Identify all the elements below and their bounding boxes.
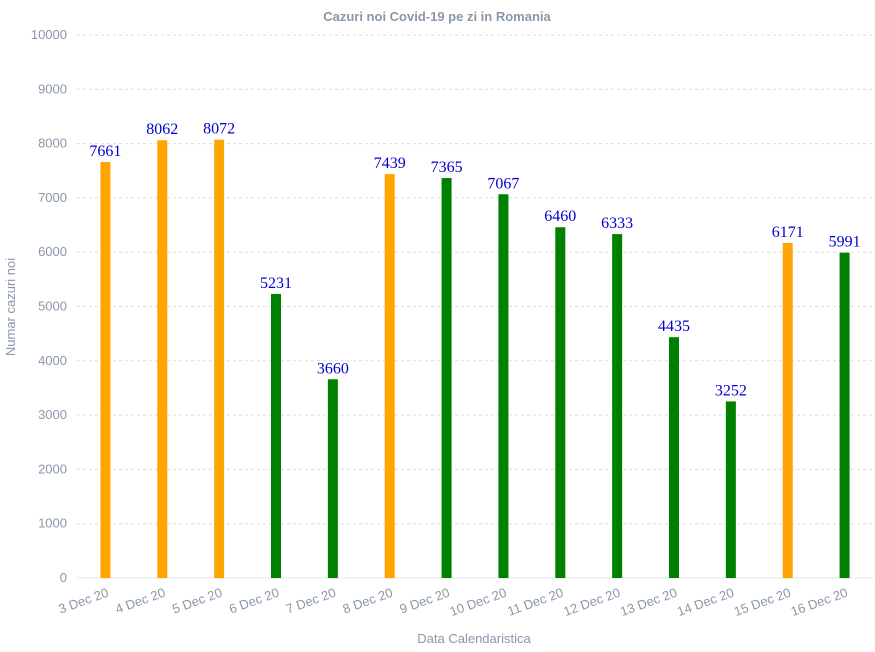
bar[interactable] bbox=[782, 242, 793, 578]
bar[interactable] bbox=[498, 194, 509, 578]
x-tick-label: 9 Dec 20 bbox=[398, 585, 452, 617]
data-label: 6333 bbox=[601, 215, 633, 232]
x-tick-label: 6 Dec 20 bbox=[227, 585, 281, 617]
data-label: 7439 bbox=[374, 155, 406, 172]
y-tick-label: 9000 bbox=[38, 81, 67, 96]
bars bbox=[100, 139, 850, 579]
y-tick-label: 3000 bbox=[38, 407, 67, 422]
x-tick-label: 8 Dec 20 bbox=[341, 585, 395, 617]
data-labels: 7661 8062 8072 5231 3660 7439 7365 7067 6460 6333… bbox=[89, 121, 860, 400]
y-tick-label: 5000 bbox=[38, 299, 67, 314]
x-tick-label: 7 Dec 20 bbox=[284, 585, 338, 617]
bar[interactable] bbox=[839, 252, 850, 578]
y-tick-label: 7000 bbox=[38, 190, 67, 205]
y-axis-ticks: 0 1000 2000 3000 4000 5000 6000 7000 8000 9000 100… bbox=[31, 27, 67, 585]
bar[interactable] bbox=[612, 234, 623, 578]
y-tick-label: 6000 bbox=[38, 244, 67, 259]
bar[interactable] bbox=[100, 162, 111, 579]
x-tick-label: 16 Dec 20 bbox=[789, 585, 850, 619]
data-label: 4435 bbox=[658, 318, 690, 335]
data-label: 8062 bbox=[146, 121, 178, 138]
y-tick-label: 8000 bbox=[38, 136, 67, 151]
data-label: 7365 bbox=[431, 159, 463, 176]
bar[interactable] bbox=[327, 379, 338, 578]
x-tick-label: 12 Dec 20 bbox=[561, 585, 622, 619]
data-label: 7661 bbox=[89, 143, 121, 160]
x-axis-title: Data Calendaristica bbox=[417, 631, 531, 646]
bar[interactable] bbox=[214, 139, 225, 578]
data-label: 5991 bbox=[829, 234, 861, 251]
data-label: 3252 bbox=[715, 382, 747, 399]
data-label: 6460 bbox=[544, 208, 576, 225]
x-tick-label: 13 Dec 20 bbox=[618, 585, 679, 619]
bar[interactable] bbox=[725, 401, 736, 578]
x-tick-label: 4 Dec 20 bbox=[113, 585, 167, 617]
y-tick-label: 2000 bbox=[38, 461, 67, 476]
y-tick-label: 0 bbox=[60, 570, 67, 585]
x-tick-label: 10 Dec 20 bbox=[448, 585, 509, 619]
data-label: 7067 bbox=[487, 175, 519, 192]
x-tick-label: 14 Dec 20 bbox=[675, 585, 736, 619]
chart-title: Cazuri noi Covid-19 pe zi in Romania bbox=[323, 9, 551, 24]
y-tick-label: 4000 bbox=[38, 353, 67, 368]
x-axis-ticks: 3 Dec 20 4 Dec 20 5 Dec 20 6 Dec 20 7 Dec 20… bbox=[56, 585, 849, 619]
x-tick-label: 5 Dec 20 bbox=[170, 585, 224, 617]
data-label: 3660 bbox=[317, 360, 349, 377]
x-tick-label: 15 Dec 20 bbox=[732, 585, 793, 619]
y-axis-title: Numar cazuri noi bbox=[3, 258, 18, 356]
y-tick-label: 10000 bbox=[31, 27, 67, 42]
x-tick-label: 3 Dec 20 bbox=[56, 585, 110, 617]
bar[interactable] bbox=[669, 337, 679, 578]
x-tick-label: 11 Dec 20 bbox=[505, 585, 565, 619]
gridlines bbox=[77, 34, 873, 579]
data-label: 5231 bbox=[260, 275, 292, 292]
bar[interactable] bbox=[384, 174, 395, 578]
data-label: 6171 bbox=[772, 224, 804, 241]
bar[interactable] bbox=[157, 140, 168, 578]
bar[interactable] bbox=[271, 293, 281, 578]
data-label: 8072 bbox=[203, 121, 235, 138]
bar[interactable] bbox=[441, 178, 452, 578]
bar[interactable] bbox=[555, 227, 566, 579]
y-tick-label: 1000 bbox=[38, 516, 67, 531]
